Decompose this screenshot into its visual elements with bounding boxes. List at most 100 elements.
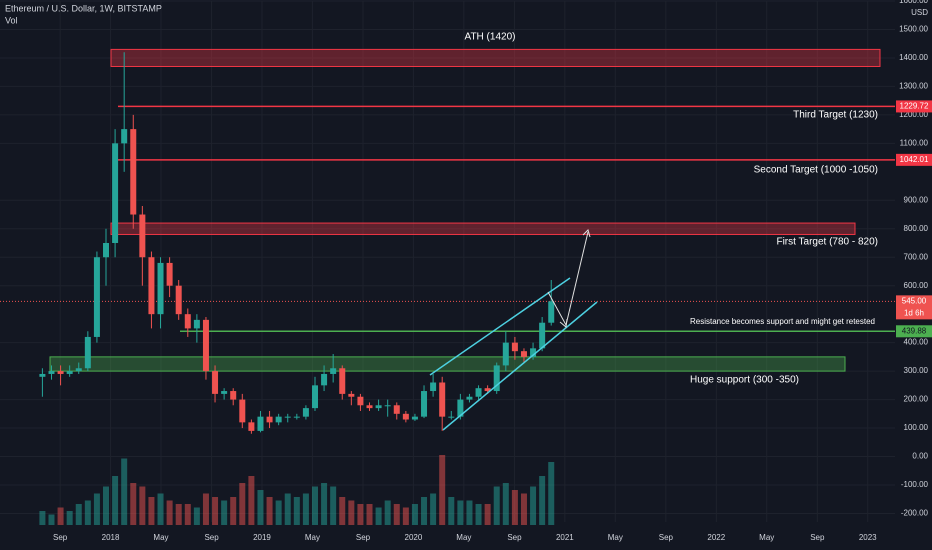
- volume-bar: [402, 507, 409, 525]
- x-tick-label: Sep: [356, 533, 371, 542]
- candle-body: [75, 368, 82, 372]
- y-tick-label: 1400.00: [899, 53, 928, 62]
- volume-bar: [93, 493, 100, 525]
- candle-body: [511, 342, 518, 352]
- candle-body: [221, 391, 228, 394]
- volume-bar: [502, 483, 509, 525]
- volume-bar: [448, 497, 455, 525]
- candle-body: [330, 368, 337, 374]
- x-tick-label: 2023: [859, 533, 877, 542]
- candle-body: [130, 129, 137, 215]
- volume-bar: [520, 493, 527, 525]
- candle-body: [230, 391, 237, 400]
- candle-body: [157, 262, 164, 315]
- annotation: Resistance becomes support and might get…: [690, 317, 875, 326]
- channel-upper: [429, 277, 571, 376]
- volume-bar: [539, 476, 546, 525]
- x-tick-label: 2019: [253, 533, 271, 542]
- candle-body: [520, 351, 527, 357]
- price-tag: [896, 153, 932, 166]
- candle-body: [239, 399, 246, 423]
- y-tick-label: 1600.00: [899, 0, 928, 5]
- volume-bar: [57, 507, 64, 525]
- volume-bar: [266, 497, 273, 525]
- volume-bar: [212, 497, 219, 525]
- candle-body: [339, 368, 346, 394]
- volume-bar: [248, 476, 255, 525]
- x-tick-label: 2022: [707, 533, 725, 542]
- volume-bar: [166, 500, 173, 525]
- candle-body: [457, 399, 464, 417]
- x-tick-label: Sep: [810, 533, 825, 542]
- candle-body: [357, 396, 364, 406]
- y-tick-label: 1500.00: [899, 25, 928, 34]
- volume-bar: [384, 500, 391, 525]
- price-tag: [896, 325, 932, 338]
- candle-body: [184, 314, 191, 329]
- candle-body: [484, 388, 491, 392]
- volume-bar: [348, 500, 355, 525]
- candle-body: [502, 342, 509, 366]
- candle-body: [539, 322, 546, 349]
- volume-bar: [421, 497, 428, 525]
- volume-bar: [139, 486, 146, 525]
- y-tick-label: -200.00: [901, 509, 929, 518]
- x-tick-label: May: [153, 533, 168, 542]
- volume-bar: [311, 486, 318, 525]
- zones: [0, 48, 895, 372]
- candle-body: [148, 257, 155, 315]
- x-tick-label: May: [759, 533, 774, 542]
- volume-bar: [148, 497, 155, 525]
- candle-body: [393, 405, 400, 414]
- candle-body: [439, 382, 446, 417]
- candle-body: [93, 257, 100, 337]
- volume-bar: [202, 493, 209, 525]
- y-tick-label: 300.00: [904, 366, 929, 375]
- y-tick-label: 800.00: [904, 224, 929, 233]
- volume-bar: [302, 493, 309, 525]
- candles: [39, 52, 555, 434]
- candle-body: [475, 388, 482, 397]
- volume-pane: [39, 455, 555, 525]
- zone: [110, 222, 856, 235]
- candle-body: [384, 405, 391, 407]
- volume-bar: [457, 500, 464, 525]
- annotation: ATH (1420): [465, 32, 516, 43]
- volume-bar: [103, 486, 110, 525]
- candle-body: [366, 405, 373, 409]
- volume-bar: [548, 462, 555, 525]
- volume-bar: [493, 486, 500, 525]
- candle-body: [302, 408, 309, 417]
- candle-body: [257, 416, 264, 431]
- candle-body: [193, 319, 200, 329]
- volume-bar: [39, 511, 46, 525]
- price-tag-label: 545.00: [902, 296, 927, 305]
- candle-body: [112, 143, 119, 243]
- candle-body: [84, 336, 91, 369]
- volume-bar: [257, 490, 264, 525]
- volume-bar: [430, 493, 437, 525]
- volume-bar: [112, 476, 119, 525]
- volume-bar: [375, 507, 382, 525]
- x-tick-label: May: [456, 533, 471, 542]
- price-tag: [896, 100, 932, 113]
- y-tick-label: 900.00: [904, 195, 929, 204]
- y-tick-label: 200.00: [904, 395, 929, 404]
- price-tag: [896, 295, 932, 320]
- candle-body: [48, 371, 55, 374]
- volume-bar: [121, 458, 128, 525]
- price-tag-label: 1042.01: [900, 155, 929, 164]
- candle-body: [166, 262, 173, 286]
- volume-bar: [193, 507, 200, 525]
- candle-body: [466, 396, 473, 400]
- x-tick-label: May: [305, 533, 320, 542]
- x-tick-label: Sep: [659, 533, 674, 542]
- candle-body: [530, 348, 537, 357]
- volume-bar: [239, 483, 246, 525]
- volume-bar: [175, 504, 182, 525]
- candle-body: [121, 129, 128, 144]
- y-tick-label: 1100.00: [900, 138, 929, 147]
- chart-title: Ethereum / U.S. Dollar, 1W, BITSTAMP: [5, 3, 162, 13]
- candle-body: [66, 371, 73, 374]
